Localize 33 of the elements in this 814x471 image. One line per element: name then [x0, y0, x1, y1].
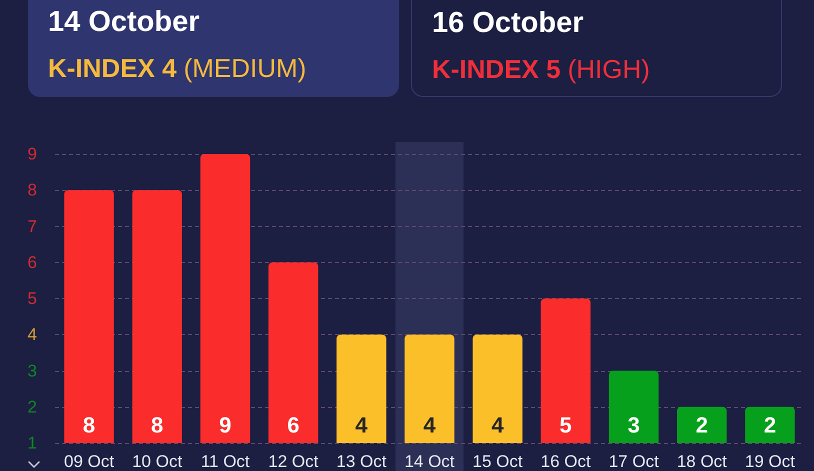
- y-tick-label: 8: [28, 180, 37, 200]
- x-tick-label: 15 Oct: [472, 452, 523, 471]
- info-card: 16 October K-INDEX 5 (HIGH): [411, 0, 782, 97]
- data-label: 6: [287, 412, 300, 438]
- data-label: 9: [219, 412, 232, 438]
- x-tick-label: 17 Oct: [608, 452, 660, 471]
- y-tick-label: 1: [28, 434, 37, 452]
- x-tick-label: 13 Oct: [336, 452, 387, 471]
- y-tick-label: 3: [28, 361, 37, 380]
- y-tick-label: 6: [28, 252, 37, 272]
- x-tick-label: 11 Oct: [200, 452, 250, 471]
- x-tick-label: 10 Oct: [132, 452, 182, 471]
- y-tick-label: 5: [28, 289, 37, 308]
- x-tick-label: 09 Oct: [64, 452, 114, 471]
- x-tick-label: 18 Oct: [676, 452, 728, 471]
- x-tick-label: 14 Oct: [404, 452, 455, 471]
- data-label: 8: [151, 412, 164, 438]
- data-label: 4: [355, 412, 368, 438]
- data-label: 8: [82, 412, 96, 438]
- y-tick-label: 2: [28, 397, 37, 416]
- y-tick-label: 7: [28, 216, 37, 236]
- y-tick-label: 4: [28, 325, 37, 344]
- x-tick-label: 19 Oct: [744, 452, 796, 471]
- data-label: 2: [764, 412, 776, 438]
- data-label: 2: [696, 412, 708, 438]
- y-tick-label: 9: [28, 144, 37, 164]
- data-label: 4: [423, 412, 436, 438]
- info-card: 14 October K-INDEX 4 (MEDIUM): [28, 0, 399, 97]
- x-tick-label: 16 Oct: [540, 452, 591, 471]
- data-label: 3: [628, 412, 640, 438]
- x-tick-label: 12 Oct: [268, 452, 319, 471]
- data-label: 4: [491, 412, 504, 438]
- data-label: 5: [560, 412, 572, 438]
